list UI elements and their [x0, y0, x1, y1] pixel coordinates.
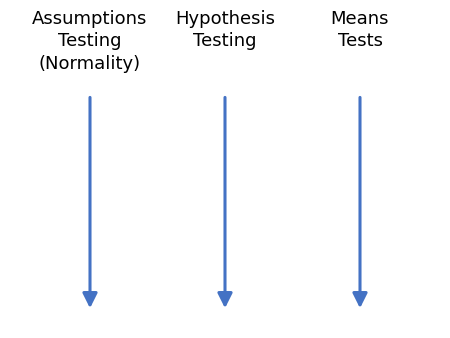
Text: Assumptions
Testing
(Normality): Assumptions Testing (Normality) [32, 10, 148, 73]
Text: Means
Tests: Means Tests [331, 10, 389, 50]
Text: Hypothesis
Testing: Hypothesis Testing [175, 10, 275, 50]
